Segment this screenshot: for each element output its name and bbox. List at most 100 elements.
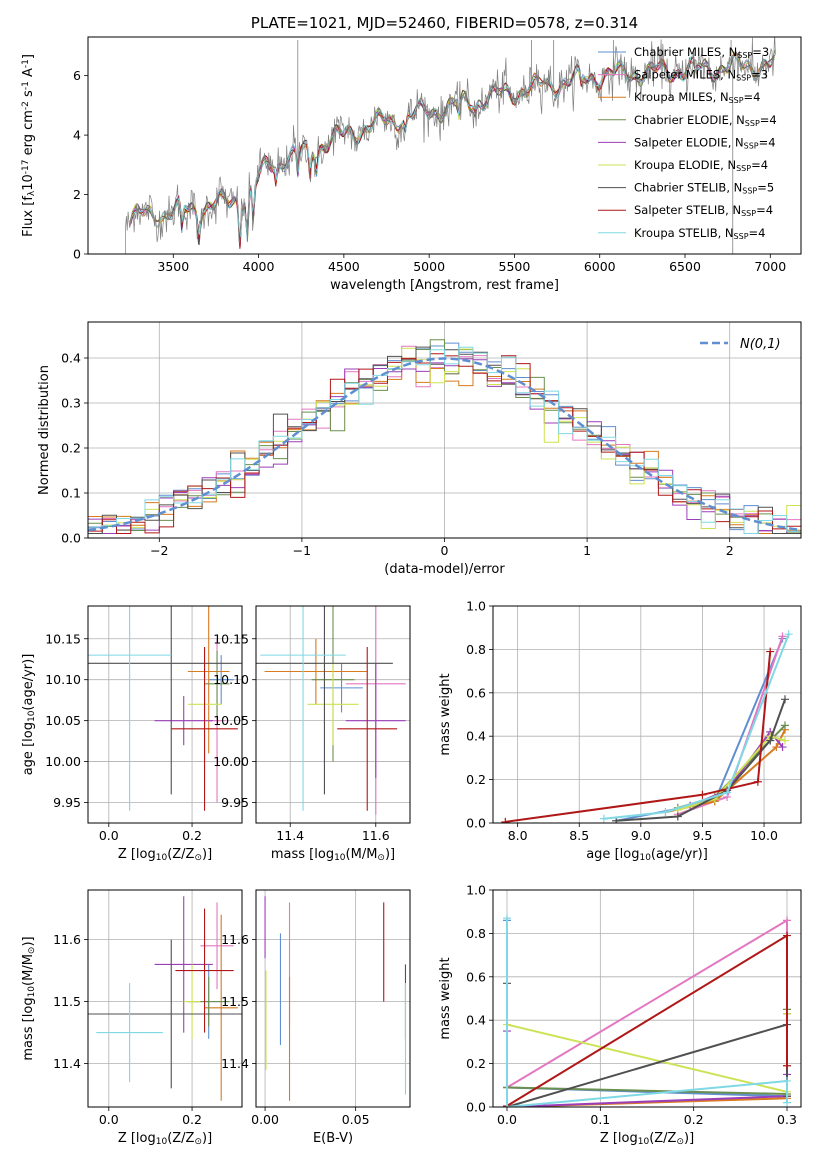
residuals-ylabel: Normed distribution	[37, 365, 52, 495]
spectrum-xtick-label: 4500	[328, 259, 360, 274]
mass-vs-Z-xlabel: Z [log10(Z/Z⊙)]	[118, 1131, 212, 1147]
mass-weight-vs-age-xtick-label: 8.5	[569, 828, 589, 843]
mass-vs-EBV-ytick-label: 11.6	[221, 932, 249, 947]
legend-label-chabrier-stelib-n-ssp-5: Chabrier STELIB, NSSP=5	[634, 181, 774, 196]
residuals-xtick-label: −2	[150, 543, 168, 558]
mass-weight-vs-Z-line-salpeter-miles-n-ssp-3	[506, 918, 788, 1097]
mass-vs-Z-ylabel: mass [log10(M/M⊙)]	[21, 936, 37, 1060]
mass-vs-Z-axes	[88, 890, 242, 1107]
age-vs-Z-points	[88, 606, 242, 811]
age-vs-mass-xtick-label: 11.4	[276, 828, 304, 843]
residuals-ytick-label: 0.4	[61, 351, 81, 366]
mass-weight-vs-age-xtick-label: 10.0	[750, 828, 778, 843]
residuals-xtick-label: 0	[441, 543, 449, 558]
age-vs-Z-xtick-label: 0.0	[99, 828, 119, 843]
legend-label-salpeter-elodie-n-ssp-4: Salpeter ELODIE, NSSP=4	[634, 135, 776, 150]
age-vs-Z-ytick-label: 10.00	[45, 754, 81, 769]
mass-weight-vs-Z-ytick-label: 0.0	[466, 1100, 486, 1115]
mass-weight-vs-Z-axes-frame	[492, 889, 802, 1108]
spectrum-xlabel: wavelength [Angstrom, rest frame]	[330, 278, 559, 293]
spectrum-model-salpeter-stelib-n-ssp-4	[132, 54, 775, 249]
residuals-ytick-label: 0.3	[61, 396, 81, 411]
mass-weight-vs-Z-ylabel: mass weight	[438, 957, 453, 1039]
mass-weight-vs-Z-marker	[783, 1076, 791, 1085]
mass-weight-vs-age-xtick-label: 9.5	[692, 828, 712, 843]
mass-vs-EBV-frame: 0.00 0.05 11.4 11.5 11.6 E(B-V)	[221, 889, 411, 1146]
spectrum-axes	[125, 37, 776, 254]
age-vs-Z-errorbar-kroupa-miles-n-ssp-4	[187, 606, 230, 754]
spectrum-xtick-label: 3500	[157, 259, 189, 274]
spectrum-ytick-label: 0	[73, 247, 81, 262]
mass-weight-vs-age-ytick-label: 0.6	[466, 685, 486, 700]
spectrum-observed-data	[125, 37, 776, 254]
age-vs-mass-ytick-label: 10.00	[213, 754, 249, 769]
residuals-ytick-label: 0.1	[61, 486, 81, 501]
legend-label-kroupa-miles-n-ssp-4: Kroupa MILES, NSSP=4	[634, 90, 760, 105]
mass-weight-vs-Z-xtick-label: 0.3	[777, 1112, 797, 1127]
spectrum-legend: Chabrier MILES, NSSP=3 Salpeter MILES, NS…	[598, 45, 777, 241]
mass-vs-EBV-xlabel: E(B-V)	[313, 1131, 353, 1146]
mass-weight-vs-age-lines	[501, 630, 793, 823]
mass-weight-vs-Z-ytick-label: 1.0	[466, 883, 486, 898]
mass-weight-vs-Z-xtick-label: 0.2	[684, 1112, 704, 1127]
histogram-kroupa-stelib-n-ssp-4	[88, 346, 801, 538]
mass-weight-vs-age-ytick-label: 0.2	[466, 772, 486, 787]
spectrum-xtick-label: 7000	[754, 259, 786, 274]
mass-vs-Z-frame: 0.0 0.2 11.4 11.5 11.6 Z [log10(Z/Z⊙)] mass [l…	[21, 889, 243, 1147]
mass-vs-Z-xtick-label: 0.2	[182, 1112, 202, 1127]
legend-label-normal: N(0,1)	[740, 337, 781, 352]
age-vs-mass-axes	[256, 606, 410, 823]
mass-weight-vs-Z-xlabel: Z [log10(Z/Z⊙)]	[600, 1131, 694, 1147]
mass-vs-Z-points	[88, 896, 242, 1101]
mass-weight-vs-Z-lines	[503, 914, 791, 1107]
mass-weight-vs-age-marker	[673, 812, 682, 821]
age-vs-mass-ytick-label: 10.05	[213, 713, 249, 728]
mass-weight-vs-age-marker	[780, 721, 789, 730]
mass-weight-vs-Z-ytick-label: 0.6	[466, 969, 486, 984]
mass-weight-vs-Z-line-kroupa-stelib-n-ssp-4	[506, 918, 788, 1107]
mass-vs-Z-errorbar-kroupa-elodie-n-ssp-4	[183, 964, 201, 1039]
mass-vs-Z-errorbar-kroupa-miles-n-ssp-4	[204, 914, 238, 1101]
mass-weight-vs-age-frame: 8.0 8.5 9.0 9.5 10.0 0.0 0.2 0.4 0.6 0.8 1.0 age [l…	[438, 599, 802, 863]
age-vs-mass-errorbar-kroupa-stelib-n-ssp-4	[260, 606, 346, 811]
residuals-xtick-label: −1	[293, 543, 311, 558]
residuals-frame: −2 −1 0 1 2 0.0 0.1 0.2 0.3 0.4 (data-model)/error…	[37, 321, 802, 577]
mass-weight-vs-age-marker	[501, 817, 510, 823]
residuals-ytick-label: 0.2	[61, 441, 81, 456]
mass-weight-vs-age-xlabel: age [log10(age/yr)]	[586, 847, 708, 863]
mass-vs-EBV-xtick-label: 0.00	[251, 1112, 279, 1127]
spectrum-xtick-label: 5500	[499, 259, 531, 274]
mass-weight-vs-Z-marker	[783, 931, 791, 940]
legend-label-kroupa-elodie-n-ssp-4: Kroupa ELODIE, NSSP=4	[634, 158, 768, 173]
age-vs-Z-frame: 0.0 0.2 9.95 10.00 10.05 10.10 10.15 Z [log10(Z…	[21, 605, 243, 863]
mass-weight-vs-Z-ytick-label: 0.4	[466, 1013, 486, 1028]
age-vs-mass-points	[256, 606, 406, 815]
age-vs-Z-ytick-label: 9.95	[53, 795, 81, 810]
age-vs-mass-errorbar-chabrier-stelib-n-ssp-5	[256, 606, 393, 795]
legend-label-chabrier-miles-n-ssp-3: Chabrier MILES, NSSP=3	[634, 45, 769, 60]
age-vs-mass-errorbar-salpeter-stelib-n-ssp-4	[337, 646, 398, 811]
age-vs-Z-ytick-label: 10.15	[45, 631, 81, 646]
mass-weight-vs-age-line-salpeter-stelib-n-ssp-4	[505, 651, 772, 823]
spectrum-xtick-label: 6000	[584, 259, 616, 274]
age-vs-Z-xlabel: Z [log10(Z/Z⊙)]	[118, 847, 212, 863]
mass-weight-vs-Z-line-chabrier-miles-n-ssp-3	[506, 920, 788, 1098]
mass-weight-vs-Z-axes	[493, 889, 801, 1108]
legend-label-kroupa-stelib-n-ssp-4: Kroupa STELIB, NSSP=4	[634, 226, 765, 241]
mass-vs-Z-ytick-label: 11.4	[53, 1056, 81, 1071]
mass-vs-Z-errorbar-salpeter-miles-n-ssp-3	[200, 902, 234, 990]
legend-label-salpeter-miles-n-ssp-3: Salpeter MILES, NSSP=3	[634, 68, 768, 83]
spectrum-title: PLATE=1021, MJD=52460, FIBERID=0578, z=0…	[251, 14, 638, 32]
age-vs-Z-ylabel: age [log10(age/yr)]	[21, 654, 37, 776]
mass-weight-vs-age-marker	[784, 630, 793, 639]
mass-weight-vs-age-xtick-label: 9.0	[631, 828, 651, 843]
mass-vs-EBV-axes-frame	[255, 889, 411, 1108]
age-vs-Z-ytick-label: 10.10	[45, 672, 81, 687]
mass-weight-vs-age-marker	[599, 814, 608, 823]
spectrum-ytick-label: 2	[73, 187, 81, 202]
legend-label-chabrier-elodie-n-ssp-4: Chabrier ELODIE, NSSP=4	[634, 113, 777, 128]
age-vs-mass-xtick-label: 11.6	[362, 828, 390, 843]
mass-weight-vs-Z-marker	[783, 1098, 791, 1107]
residuals-xtick-label: 2	[726, 543, 734, 558]
